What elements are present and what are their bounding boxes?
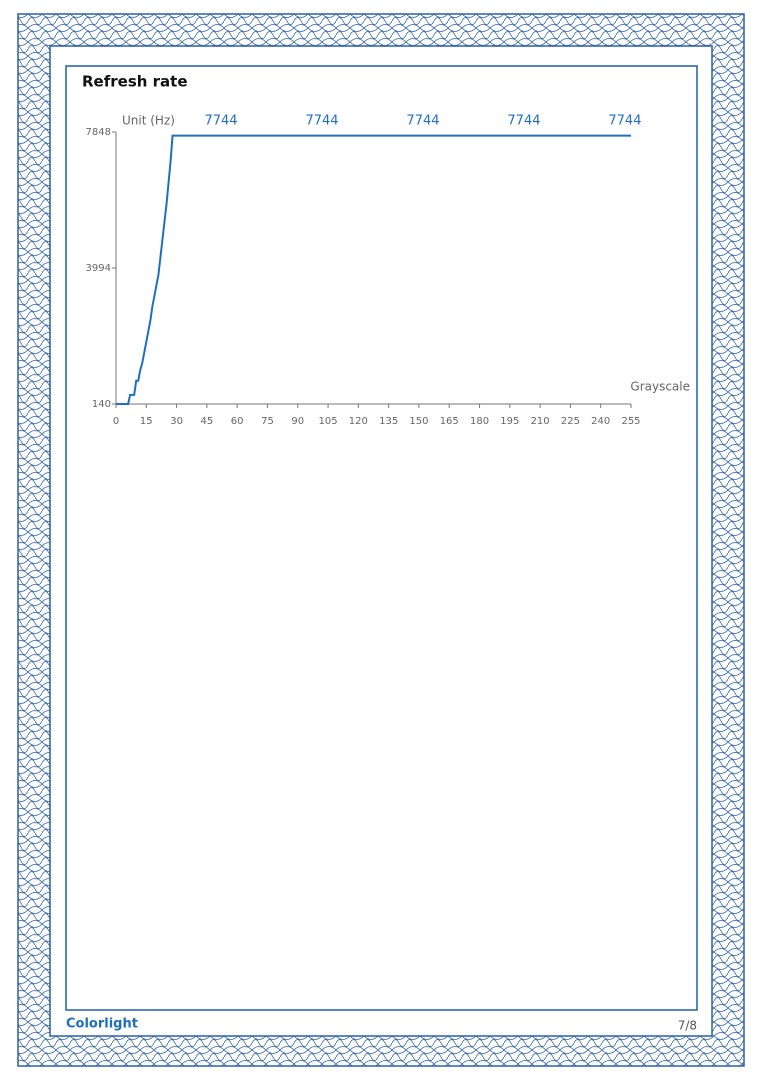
value-annotation: 7744 [406,114,439,129]
x-axis-label: Grayscale [630,380,690,394]
x-tick-label: 165 [440,416,459,427]
content-frame [65,65,698,1011]
x-tick-label: 180 [470,416,489,427]
x-tick-label: 255 [621,416,640,427]
x-tick-label: 210 [531,416,550,427]
value-annotation: 7744 [305,114,338,129]
x-tick-label: 75 [261,416,274,427]
page-title: Refresh rate [82,73,188,91]
y-axis-label: Unit (Hz) [122,114,175,128]
footer-brand: Colorlight [66,1017,138,1032]
x-tick-label: 150 [409,416,428,427]
x-tick-label: 0 [113,416,119,427]
decorative-border [18,14,744,1066]
y-tick-label: 3994 [86,263,111,274]
x-tick-label: 15 [140,416,153,427]
x-tick-label: 105 [319,416,338,427]
value-annotation: 7744 [507,114,540,129]
y-tick-label: 7848 [86,127,111,138]
x-tick-label: 60 [231,416,244,427]
x-tick-label: 195 [500,416,519,427]
x-tick-label: 225 [561,416,580,427]
border-outline [17,13,745,1067]
value-annotation: 7744 [608,114,641,129]
x-tick-label: 120 [349,416,368,427]
y-tick-label: 140 [92,399,111,410]
x-tick-label: 240 [591,416,610,427]
x-tick-label: 30 [170,416,183,427]
x-tick-label: 45 [201,416,214,427]
data-line [116,134,631,405]
page-number: 7/8 [678,1019,697,1033]
value-annotation: 7744 [204,114,237,129]
border-inner-outline [49,45,713,1037]
x-tick-label: 135 [379,416,398,427]
x-tick-label: 90 [291,416,304,427]
